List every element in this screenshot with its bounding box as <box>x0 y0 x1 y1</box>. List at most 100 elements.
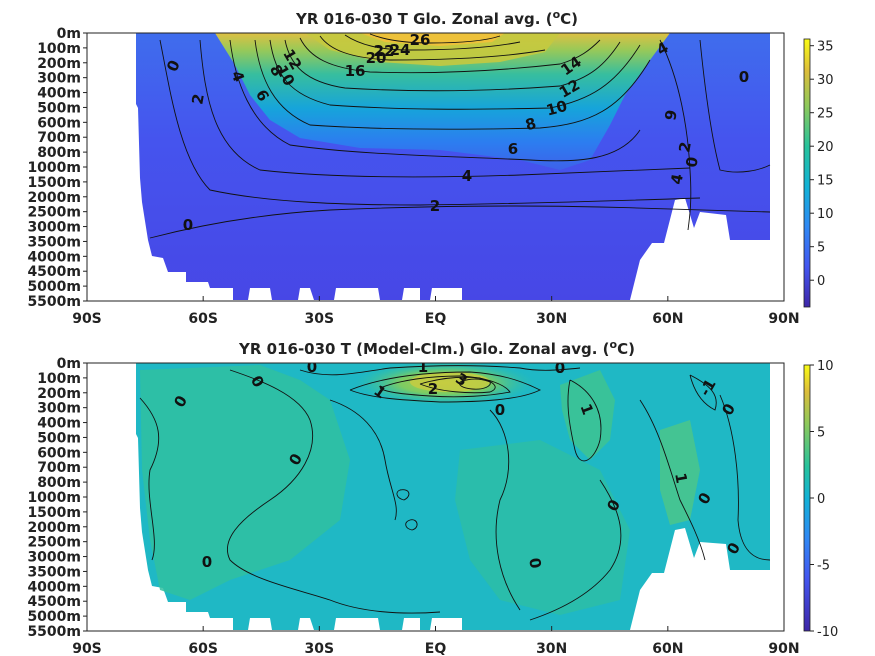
colorbar-tick-label: 10 <box>817 207 834 222</box>
panel-1: YR 016-030 T Glo. Zonal avg. (oC) <box>27 8 833 327</box>
x-tick-label: 30N <box>536 641 567 656</box>
panel-1-colorbar-ticks: 35 30 25 20 15 10 5 0 <box>810 40 834 289</box>
panel-2: YR 016-030 T (Model-Clm.) Glo. Zonal avg… <box>27 338 838 656</box>
y-tick-label: 100m <box>37 371 81 387</box>
y-tick-label: 200m <box>37 56 81 72</box>
y-tick-label: 5000m <box>27 609 81 625</box>
y-tick-label: 5500m <box>27 294 81 310</box>
panel-1-field: 0 4 2 0 12 10 8 6 16 20 22 24 26 4 14 12… <box>136 31 771 300</box>
panel-1-x-axis: 90S 60S 30S EQ 30N 60N 90N <box>72 296 800 327</box>
y-tick-label: 1500m <box>27 175 81 191</box>
colorbar-tick-label: 10 <box>817 359 834 374</box>
y-tick-label: 300m <box>37 71 81 87</box>
y-tick-label: 3500m <box>27 234 81 250</box>
y-tick-label: 1500m <box>27 505 81 521</box>
panel-2-warm-patch <box>140 365 350 600</box>
y-tick-label: 400m <box>37 416 81 432</box>
colorbar-tick-label: 35 <box>817 40 834 55</box>
contour-label: 0 <box>495 401 505 419</box>
panel-2-contours <box>139 365 771 621</box>
y-tick-label: 2500m <box>27 205 81 221</box>
contour-label: 10 <box>544 97 569 120</box>
contour-label: 4 <box>667 172 687 185</box>
y-tick-label: 4000m <box>27 579 81 595</box>
panel-2-warm-patch <box>560 370 615 460</box>
y-tick-label: 5500m <box>27 624 81 640</box>
contour-label: 0 <box>555 359 565 377</box>
y-tick-label: 4500m <box>27 264 81 280</box>
x-tick-label: 30S <box>305 311 335 327</box>
panel-2-x-axis: 90S 60S 30S EQ 30N 60N 90N <box>72 626 800 656</box>
y-tick-label: 2500m <box>27 535 81 551</box>
contour-label: 1 <box>671 471 691 484</box>
contour-label: 4 <box>462 167 472 185</box>
colorbar-tick-label: 25 <box>817 107 834 122</box>
panel-2-field: 0 1 0 0 0 1 2 3 0 0 1 -1 0 1 0 0 0 0 0 <box>136 358 771 630</box>
contour-label: 6 <box>508 140 518 158</box>
y-tick-label: 800m <box>37 145 81 161</box>
y-tick-label: 300m <box>37 401 81 417</box>
x-tick-label: 60N <box>652 311 683 327</box>
contour-label: 0 <box>183 216 193 234</box>
x-tick-label: 60N <box>652 641 683 656</box>
panel-1-colorbar <box>803 38 811 308</box>
y-tick-label: 500m <box>37 100 81 116</box>
y-tick-label: 1000m <box>27 490 81 506</box>
y-tick-label: 4500m <box>27 594 81 610</box>
y-tick-label: 500m <box>37 430 81 446</box>
panel-2-colorbar-ticks: 10 5 0 -5 -10 <box>810 359 838 640</box>
contour-label: 0 <box>307 358 317 376</box>
x-tick-label: 30S <box>305 641 335 656</box>
y-tick-label: 3000m <box>27 220 81 236</box>
contour-label: 26 <box>410 31 431 49</box>
contour-label: -1 <box>696 376 720 399</box>
y-tick-label: 600m <box>37 115 81 131</box>
x-tick-label: EQ <box>425 641 447 656</box>
y-tick-label: 0m <box>57 356 81 372</box>
y-tick-label: 800m <box>37 475 81 491</box>
y-tick-label: 1000m <box>27 160 81 176</box>
contour-label: 22 <box>374 42 395 60</box>
colorbar-tick-label: 5 <box>817 241 825 256</box>
contour-label: 16 <box>345 62 366 80</box>
x-tick-label: 90S <box>72 641 102 656</box>
contour-label: 0 <box>202 553 212 571</box>
panel-1-thermocline <box>215 33 670 170</box>
x-tick-label: 90N <box>768 311 799 327</box>
panel-1-hot-core <box>360 33 505 46</box>
colorbar-tick-label: 5 <box>817 426 825 441</box>
contour-label: 0 <box>525 556 545 569</box>
y-tick-label: 2000m <box>27 190 81 206</box>
contour-label: 20 <box>366 49 387 67</box>
y-tick-label: 2000m <box>27 520 81 536</box>
contour-label: 0 <box>682 155 702 168</box>
y-tick-label: 0m <box>57 26 81 42</box>
y-tick-label: 3000m <box>27 550 81 566</box>
y-tick-label: 400m <box>37 86 81 102</box>
contour-label: 1 <box>418 358 428 376</box>
y-tick-label: 200m <box>37 386 81 402</box>
y-tick-label: 700m <box>37 130 81 146</box>
x-tick-label: 90S <box>72 311 102 327</box>
x-tick-label: 60S <box>188 641 218 656</box>
y-tick-label: 600m <box>37 445 81 461</box>
contour-label: 2 <box>188 92 208 105</box>
y-tick-label: 5000m <box>27 279 81 295</box>
panel-2-y-axis: 0m100m200m300m400m500m600m700m800m1000m1… <box>27 356 87 640</box>
contour-label: 0 <box>739 68 749 86</box>
panel-1-title: YR 016-030 T Glo. Zonal avg. (oC) <box>295 8 578 28</box>
y-tick-label: 100m <box>37 41 81 57</box>
contour-label: 2 <box>430 197 440 215</box>
contour-label: 9 <box>661 108 681 121</box>
colorbar-tick-label: 20 <box>817 140 834 155</box>
colorbar-tick-label: 30 <box>817 73 834 88</box>
colorbar-tick-label: -5 <box>817 559 830 574</box>
contour-label: 2 <box>675 140 695 153</box>
colorbar-tick-label: 15 <box>817 174 834 189</box>
panel-2-warm-patch <box>660 420 700 525</box>
colorbar-tick-label: -10 <box>817 625 838 640</box>
colorbar-tick-label: 0 <box>817 274 825 289</box>
x-tick-label: 90N <box>768 641 799 656</box>
